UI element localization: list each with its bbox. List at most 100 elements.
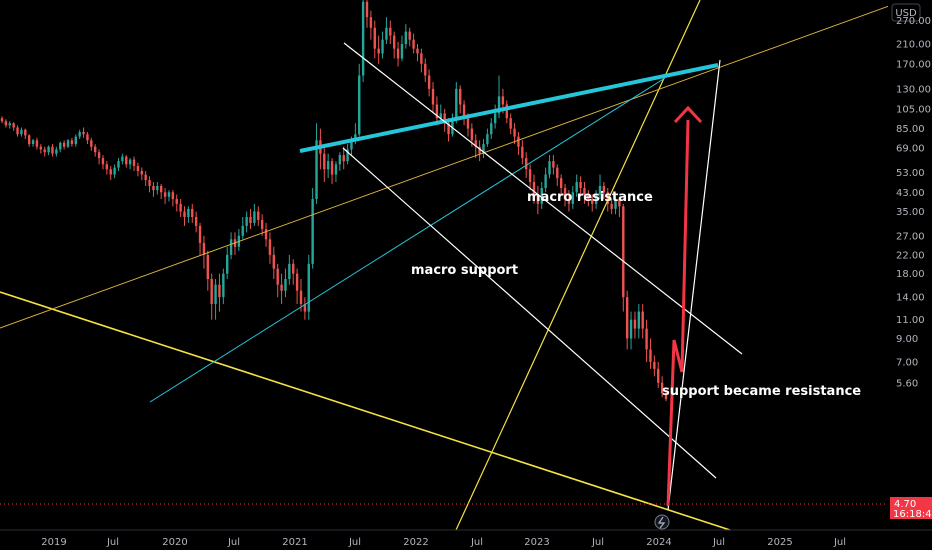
candle xyxy=(35,137,39,150)
candle xyxy=(528,164,532,191)
candle xyxy=(342,146,345,170)
candle xyxy=(653,355,656,377)
candle xyxy=(90,137,93,151)
candle xyxy=(140,167,143,181)
candle xyxy=(43,146,46,157)
candle xyxy=(571,185,575,209)
candle xyxy=(31,139,35,147)
candle xyxy=(478,140,481,162)
time-tick-label: 2025 xyxy=(767,537,792,548)
current-price-badge[interactable] xyxy=(890,497,932,519)
price-tick-label: 85.00 xyxy=(896,124,925,135)
cyan-thin-trendline xyxy=(149,77,666,403)
candle xyxy=(462,100,466,126)
candle xyxy=(299,279,303,312)
candle xyxy=(532,174,536,204)
candle xyxy=(455,81,458,124)
candle xyxy=(229,232,233,260)
candle xyxy=(563,183,567,207)
candle xyxy=(121,153,124,165)
candle xyxy=(373,20,376,59)
candle xyxy=(288,254,291,285)
time-axis-ticks[interactable]: 2019 Jul 2020 Jul 2021 Jul 2022 Jul 2023 Jul 2024 J… xyxy=(41,537,846,548)
candle xyxy=(330,158,334,184)
price-tick-label: 27.00 xyxy=(896,231,925,242)
candle xyxy=(598,174,602,200)
time-tick-label: 2023 xyxy=(524,537,549,548)
candle xyxy=(101,155,105,170)
price-tick-label: 350.00 xyxy=(896,0,931,3)
candle xyxy=(105,161,109,175)
candle xyxy=(505,100,508,124)
red-arrow-head xyxy=(673,105,703,124)
candle xyxy=(509,113,512,135)
candle xyxy=(513,123,516,145)
currency-label: USD xyxy=(895,8,917,19)
candle xyxy=(377,35,380,64)
candle xyxy=(334,161,338,182)
price-tick-label: 5.60 xyxy=(896,378,918,389)
candle xyxy=(175,194,178,212)
currency-badge[interactable] xyxy=(891,3,921,22)
candle xyxy=(249,208,252,230)
price-tick-label: 210.00 xyxy=(896,40,931,51)
candle xyxy=(660,376,664,398)
bar-countdown: 16:18:46 xyxy=(893,509,932,520)
time-tick-label: Jul xyxy=(348,537,361,548)
candle xyxy=(385,17,388,45)
price-axis-panel[interactable] xyxy=(888,0,932,530)
candle xyxy=(416,44,419,62)
candle xyxy=(12,122,15,131)
time-tick-label: 2022 xyxy=(403,537,428,548)
candle xyxy=(482,139,485,159)
cyan-thick-trendline xyxy=(299,63,719,153)
price-tick-label: 22.00 xyxy=(896,250,925,261)
candle xyxy=(389,20,392,45)
candle xyxy=(152,181,155,197)
price-axis-ticks: 450.00350.00270.00210.00170.00130.00105.… xyxy=(896,0,931,389)
candle xyxy=(323,146,326,182)
candle xyxy=(132,156,136,171)
annotation-support-became-resistance: support became resistance xyxy=(662,384,861,399)
candle xyxy=(431,81,435,114)
candle xyxy=(392,31,396,59)
candle xyxy=(540,181,543,209)
candle xyxy=(365,0,369,28)
price-tick-label: 18.00 xyxy=(896,269,925,280)
time-tick-label: Jul xyxy=(106,537,119,548)
white-forecast-line xyxy=(667,59,721,511)
candle xyxy=(86,131,89,145)
candle xyxy=(82,127,85,138)
candle xyxy=(625,290,629,350)
candle xyxy=(587,190,590,207)
candle xyxy=(97,149,101,165)
candle xyxy=(338,152,342,171)
candle xyxy=(575,174,578,197)
price-tick-label: 43.00 xyxy=(896,188,925,199)
candle xyxy=(179,199,182,218)
candle xyxy=(128,158,132,170)
candle xyxy=(47,145,50,156)
price-tick-label: 105.00 xyxy=(896,104,931,115)
channel-bottom-line xyxy=(342,147,717,479)
candle xyxy=(311,188,314,269)
candle xyxy=(136,162,140,177)
candle xyxy=(222,268,225,305)
candle xyxy=(629,311,633,350)
candle xyxy=(358,63,361,137)
candle xyxy=(210,273,213,320)
candle xyxy=(583,181,586,204)
price-tick-label: 11.00 xyxy=(896,315,925,326)
price-tick-label: 53.00 xyxy=(896,168,925,179)
candle xyxy=(125,155,128,168)
candle xyxy=(552,155,555,175)
candle xyxy=(272,246,276,280)
current-price-value: 4.70 xyxy=(894,499,916,510)
candle xyxy=(610,199,613,215)
candle xyxy=(16,125,19,137)
candle xyxy=(284,268,287,298)
lightning-icon[interactable] xyxy=(654,514,670,530)
candle xyxy=(226,246,229,280)
annotation-macro-resistance: macro resistance xyxy=(527,190,653,205)
